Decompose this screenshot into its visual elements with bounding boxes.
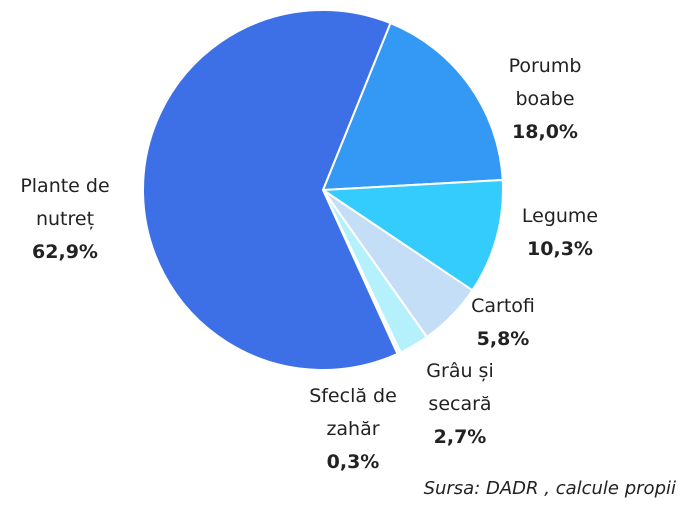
value-label: 2,7% bbox=[433, 426, 487, 448]
slice-label: Porumb boabe 18,0% bbox=[490, 50, 600, 149]
category-label: Sfeclă de zahăr bbox=[309, 385, 397, 440]
category-label: Grâu și secară bbox=[426, 360, 494, 415]
slice-label: Legume 10,3% bbox=[485, 200, 635, 266]
slice-label: Plante de nutreț 62,9% bbox=[0, 170, 130, 269]
slice-label: Cartofi 5,8% bbox=[428, 290, 578, 356]
value-label: 10,3% bbox=[527, 238, 593, 260]
slice-label: Sfeclă de zahăr 0,3% bbox=[288, 380, 418, 479]
category-label: Legume bbox=[521, 205, 599, 227]
slice-label: Grâu și secară 2,7% bbox=[405, 355, 515, 454]
value-label: 62,9% bbox=[32, 241, 98, 263]
category-label: Plante de nutreț bbox=[20, 175, 110, 230]
value-label: 5,8% bbox=[476, 328, 530, 350]
pie-slice bbox=[142, 9, 399, 371]
pie-slice bbox=[321, 21, 504, 192]
category-label: Porumb boabe bbox=[508, 55, 582, 110]
category-label: Cartofi bbox=[471, 295, 535, 317]
value-label: 0,3% bbox=[326, 451, 380, 473]
value-label: 18,0% bbox=[512, 121, 578, 143]
source-note: Sursa: DADR , calcule propii bbox=[423, 478, 676, 499]
pie-slice bbox=[319, 178, 504, 292]
